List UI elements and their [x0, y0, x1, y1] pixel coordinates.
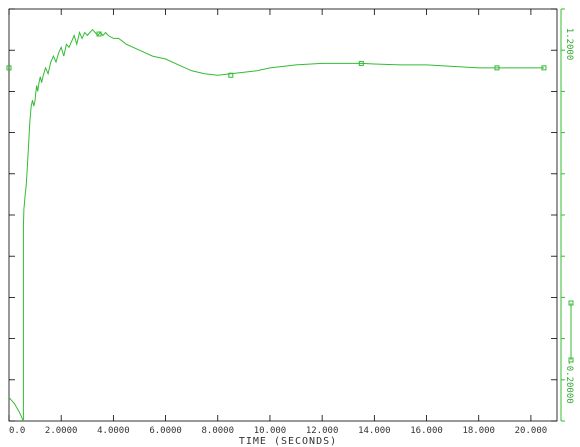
x-tick-labels: 0.0 2.0000 4.0000 6.0000 8.0000 10.000 12.000 1…	[9, 426, 547, 436]
data-marker	[228, 72, 234, 78]
x-axis-title: TIME (SECONDS)	[239, 436, 337, 447]
right-axis	[560, 8, 574, 422]
x-tick-label: 12.000	[306, 426, 339, 436]
axis-ticks	[8, 8, 557, 422]
x-tick-label: 10.000	[254, 426, 287, 436]
x-tick-label: 2.0000	[45, 426, 78, 436]
data-marker	[96, 31, 102, 37]
data-markers	[6, 31, 547, 78]
range-indicator-marker-bottom	[568, 357, 574, 363]
x-tick-label: 8.0000	[202, 426, 235, 436]
data-marker	[494, 65, 500, 71]
data-marker	[6, 65, 12, 71]
right-axis-bottom-label: -0.20000	[564, 360, 574, 403]
x-tick-label: 18.000	[462, 426, 495, 436]
right-top-label-group: 1.2000	[564, 28, 574, 61]
data-marker	[358, 60, 364, 66]
x-tick-label: 20.000	[515, 426, 548, 436]
x-tick-label: 16.000	[410, 426, 443, 436]
x-tick-label: 0.0	[9, 426, 25, 436]
x-tick-label: 4.0000	[97, 426, 130, 436]
x-tick-label: 14.000	[358, 426, 391, 436]
right-bottom-label-group: -0.20000	[564, 360, 574, 403]
series-line	[8, 397, 24, 422]
x-tick-label: 6.0000	[149, 426, 182, 436]
range-indicator-marker-top	[568, 300, 574, 306]
data-marker	[541, 65, 547, 71]
series-line	[22, 28, 544, 421]
series-lines	[8, 28, 544, 422]
right-axis-top-label: 1.2000	[564, 28, 574, 61]
